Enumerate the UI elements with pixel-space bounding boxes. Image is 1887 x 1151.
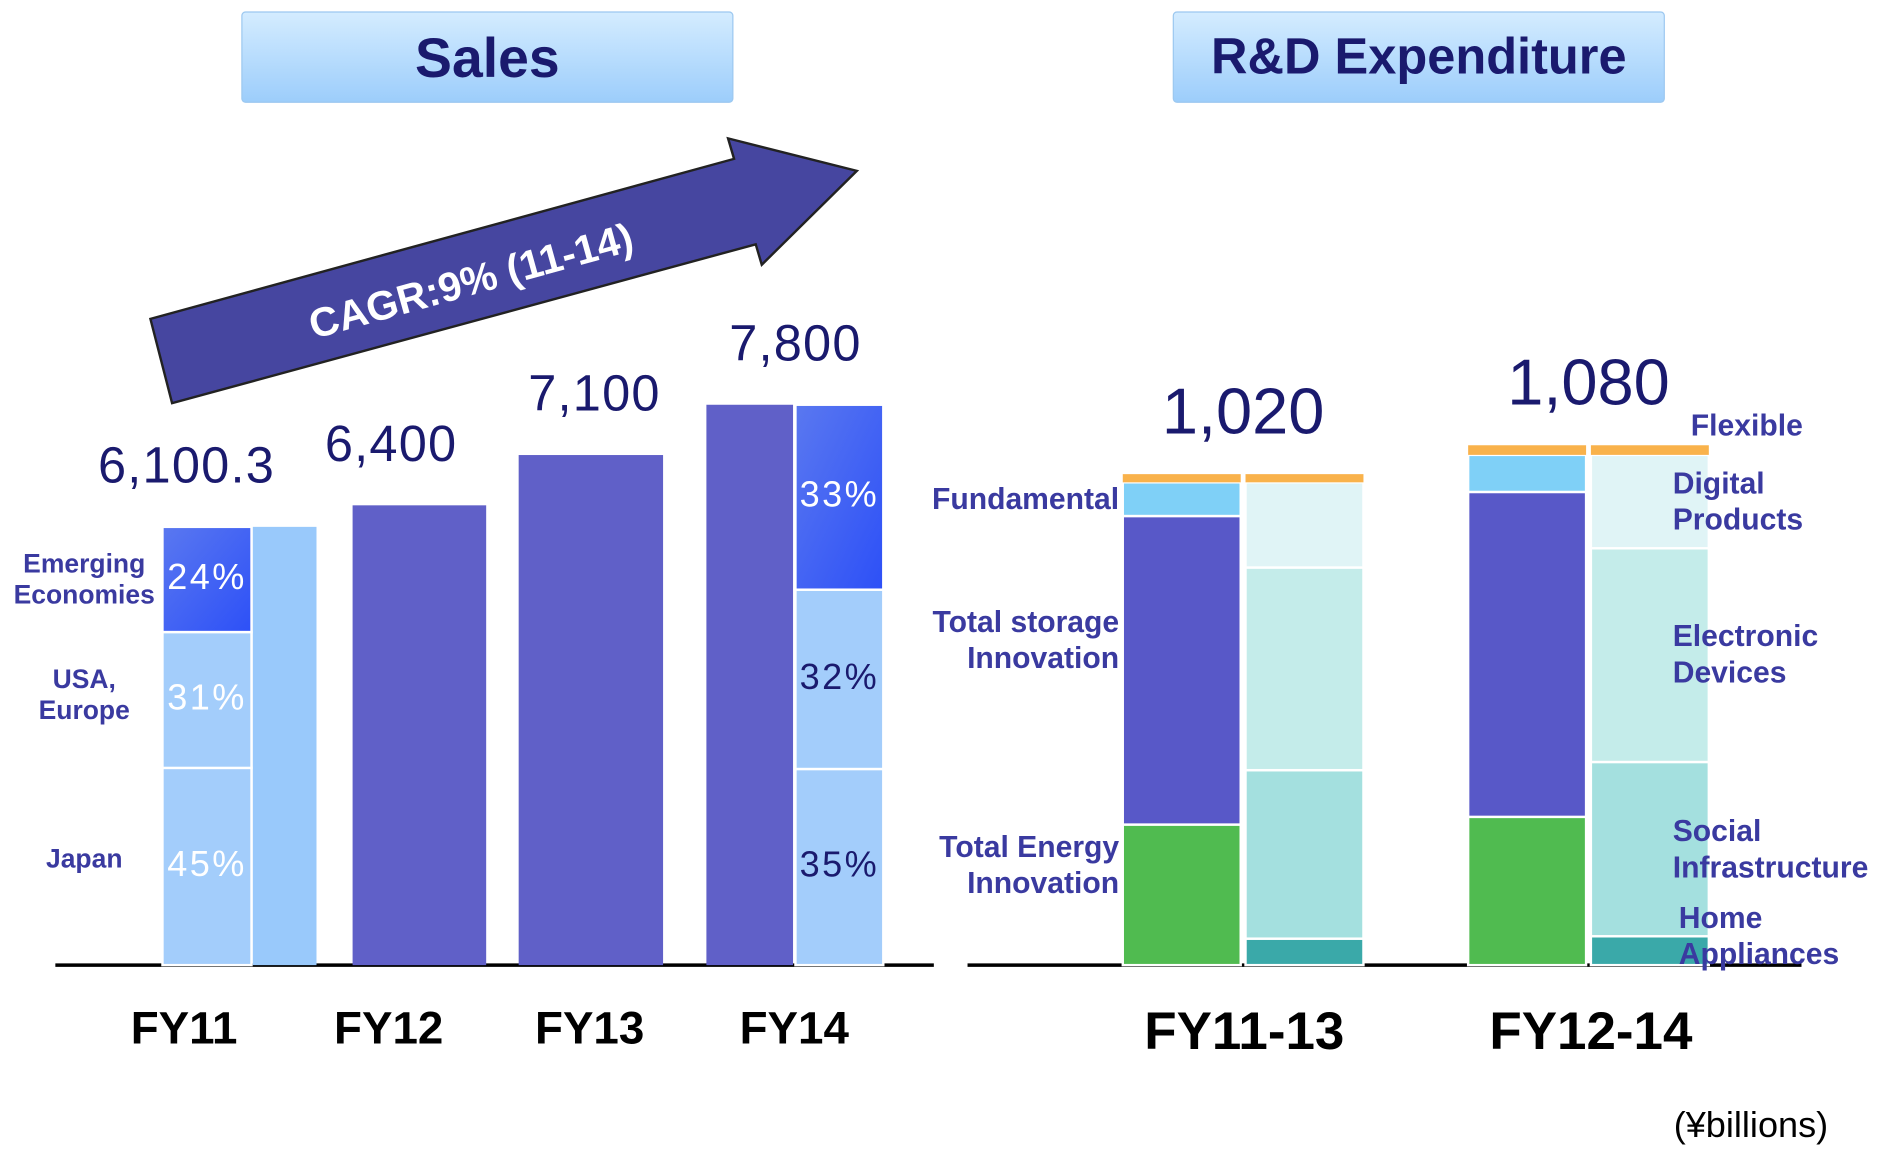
breakdown-segment bbox=[794, 588, 885, 771]
chart-title: Sales bbox=[415, 27, 560, 89]
stack-segment bbox=[1121, 481, 1242, 518]
segment-label: 32% bbox=[800, 656, 879, 697]
title-box bbox=[241, 11, 734, 103]
bar bbox=[352, 505, 487, 966]
bar bbox=[518, 455, 664, 966]
stack-segment bbox=[1244, 937, 1365, 967]
value-label: 6,100.3 bbox=[98, 436, 275, 493]
stack-segment bbox=[1122, 474, 1241, 483]
stack-segment bbox=[1244, 481, 1365, 569]
segment-label: 31% bbox=[167, 677, 246, 718]
x-tick-label: FY12-14 bbox=[1489, 1002, 1693, 1061]
stack-segment bbox=[1245, 474, 1364, 483]
segment-label: 45% bbox=[167, 843, 246, 884]
stack-segment bbox=[1589, 935, 1711, 967]
stack-segment bbox=[1244, 768, 1365, 940]
value-label: 1,080 bbox=[1507, 346, 1670, 419]
stack-segment bbox=[1121, 514, 1242, 826]
value-label: 7,100 bbox=[528, 365, 660, 422]
legend-label: Total Energy Innovation bbox=[939, 829, 1120, 900]
chart-title: R&D Expenditure bbox=[1211, 28, 1627, 85]
legend-label: USA, Europe bbox=[38, 663, 130, 726]
breakdown-segment bbox=[794, 767, 885, 967]
legend-label: Fundamental bbox=[931, 482, 1120, 517]
legend-label: Japan bbox=[45, 843, 123, 874]
stack-segment bbox=[1244, 566, 1365, 772]
x-tick-label: FY12 bbox=[334, 1002, 443, 1053]
breakdown-segment bbox=[794, 403, 885, 591]
stack-segment bbox=[1590, 445, 1709, 455]
growth-arrow bbox=[148, 136, 860, 405]
stack-segment bbox=[1589, 760, 1711, 938]
stack-segment bbox=[1466, 453, 1588, 494]
breakdown-segment bbox=[161, 525, 253, 634]
legend-label: Emerging Economies bbox=[13, 547, 155, 610]
segment-label: 24% bbox=[167, 556, 246, 597]
stack-segment bbox=[1466, 815, 1588, 967]
stack-segment bbox=[1589, 547, 1711, 764]
segment-label: 35% bbox=[800, 844, 879, 885]
x-tick-label: FY13 bbox=[535, 1002, 644, 1053]
stack-segment bbox=[1589, 453, 1711, 550]
title-box bbox=[1172, 11, 1665, 103]
value-label: 7,800 bbox=[729, 314, 861, 371]
stack-segment bbox=[1466, 490, 1588, 819]
value-label: 1,020 bbox=[1162, 375, 1325, 448]
value-label: 6,400 bbox=[325, 415, 457, 472]
legend-label: Social Infrastructure bbox=[1672, 814, 1869, 885]
legend-label: Total storage Innovation bbox=[932, 605, 1120, 676]
x-tick-label: FY11 bbox=[131, 1002, 238, 1053]
x-tick-label: FY11-13 bbox=[1144, 1002, 1344, 1061]
legend-label: Digital Products bbox=[1672, 466, 1804, 537]
stack-segment bbox=[1121, 823, 1242, 967]
stack-segment bbox=[1468, 445, 1587, 455]
bar bbox=[706, 404, 794, 966]
breakdown-segment bbox=[161, 766, 253, 967]
x-tick-label: FY14 bbox=[740, 1002, 850, 1053]
segment-label: 33% bbox=[800, 474, 879, 515]
breakdown-segment bbox=[161, 630, 253, 770]
bar bbox=[252, 526, 317, 966]
legend-label: Home Appliances bbox=[1678, 901, 1840, 972]
legend-label: Electronic Devices bbox=[1672, 620, 1819, 691]
units: (¥billions) bbox=[1674, 1104, 1828, 1145]
legend-label: Flexible bbox=[1690, 409, 1803, 443]
